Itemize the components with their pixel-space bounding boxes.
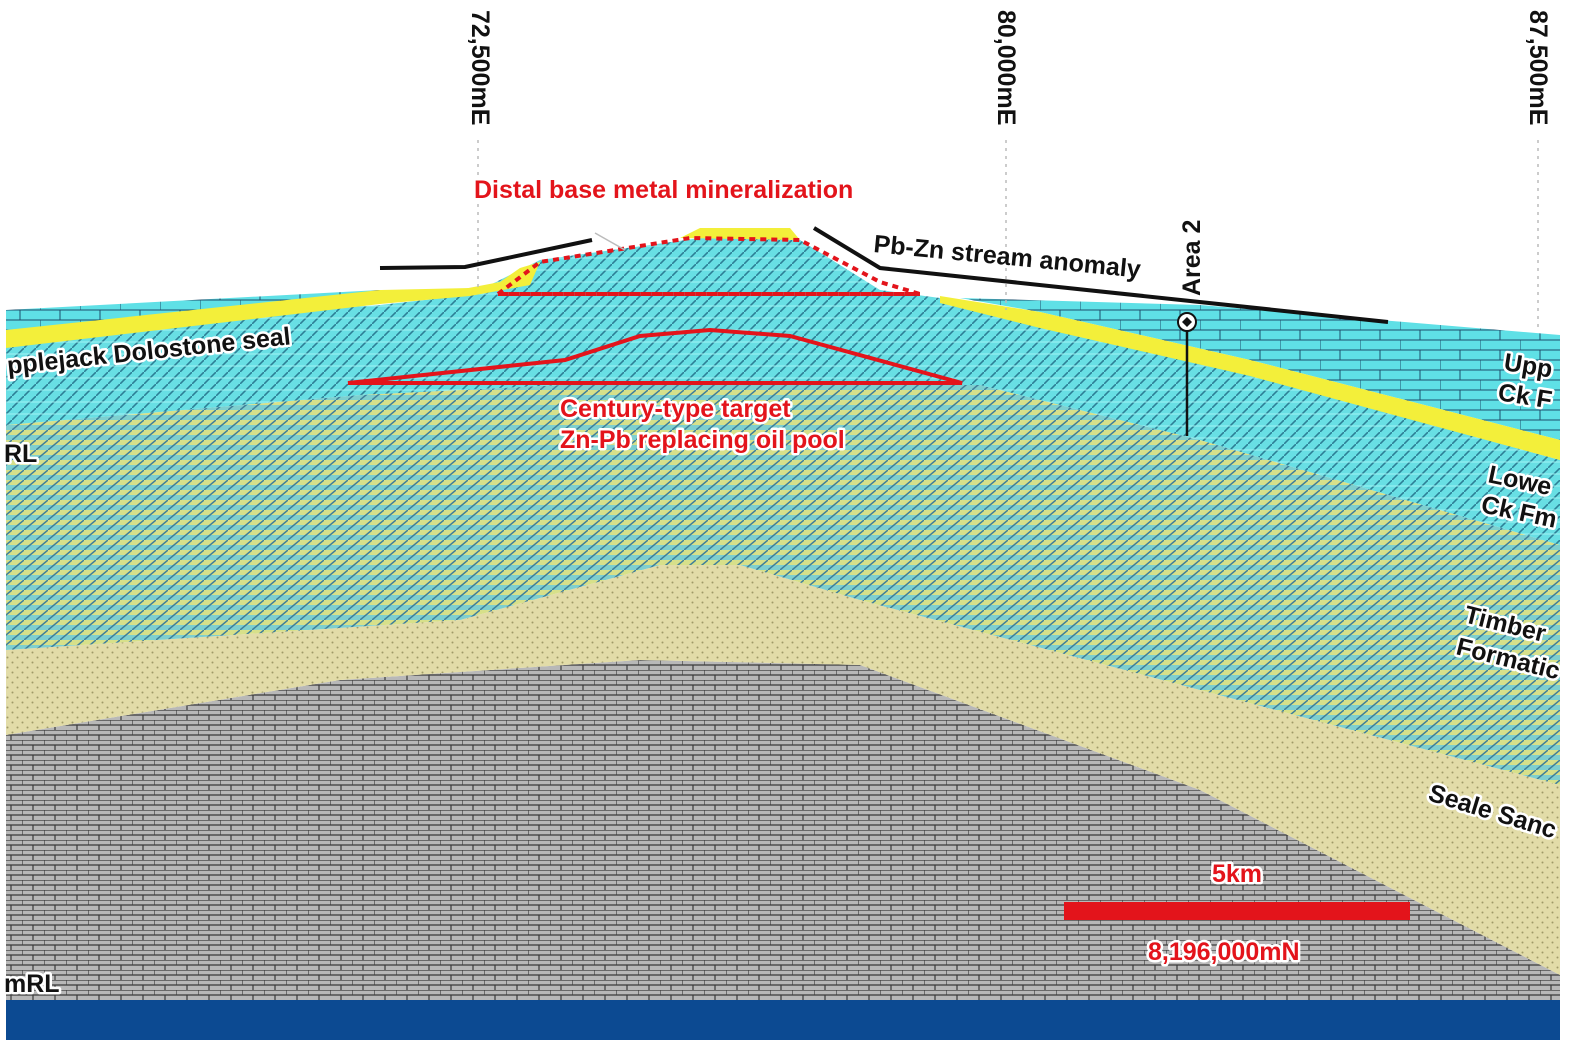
area2-label: Area 2 [1178, 220, 1206, 296]
distal-leader-line [594, 232, 626, 251]
easting-label-72500: 72,500mE [466, 10, 494, 125]
lower-ck-formation-unit [6, 238, 1560, 545]
seale-sandstone-unit [6, 565, 1560, 975]
rl-label-upper: RL [4, 440, 37, 468]
easting-label-80000: 80,000mE [992, 10, 1020, 125]
seal-band-left [6, 288, 470, 348]
century-target-outline [347, 327, 963, 385]
oil-pool-label: Zn-Pb replacing oil pool [560, 426, 845, 454]
scale-bar [1064, 902, 1410, 920]
scale-bar-length-label: 5km [1212, 860, 1262, 888]
seal-band-right [940, 296, 1560, 460]
area2-diamond-icon [1182, 317, 1192, 327]
timber-formation-unit [6, 385, 1560, 785]
surface-line-left [379, 238, 593, 270]
easting-label-87500: 87,500mE [1524, 10, 1552, 125]
stream-anomaly-line [812, 226, 1389, 324]
distal-mineralization-label: Distal base metal mineralization [474, 176, 853, 204]
base-strip [6, 1000, 1560, 1040]
century-target-label: Century-type target [560, 395, 791, 423]
upper-ck-formation-unit [960, 298, 1560, 440]
rl-label-lower: mRL [4, 970, 60, 998]
seal-band-flank [458, 262, 540, 296]
scale-bar-northing-label: 8,196,000mN [1148, 938, 1300, 966]
